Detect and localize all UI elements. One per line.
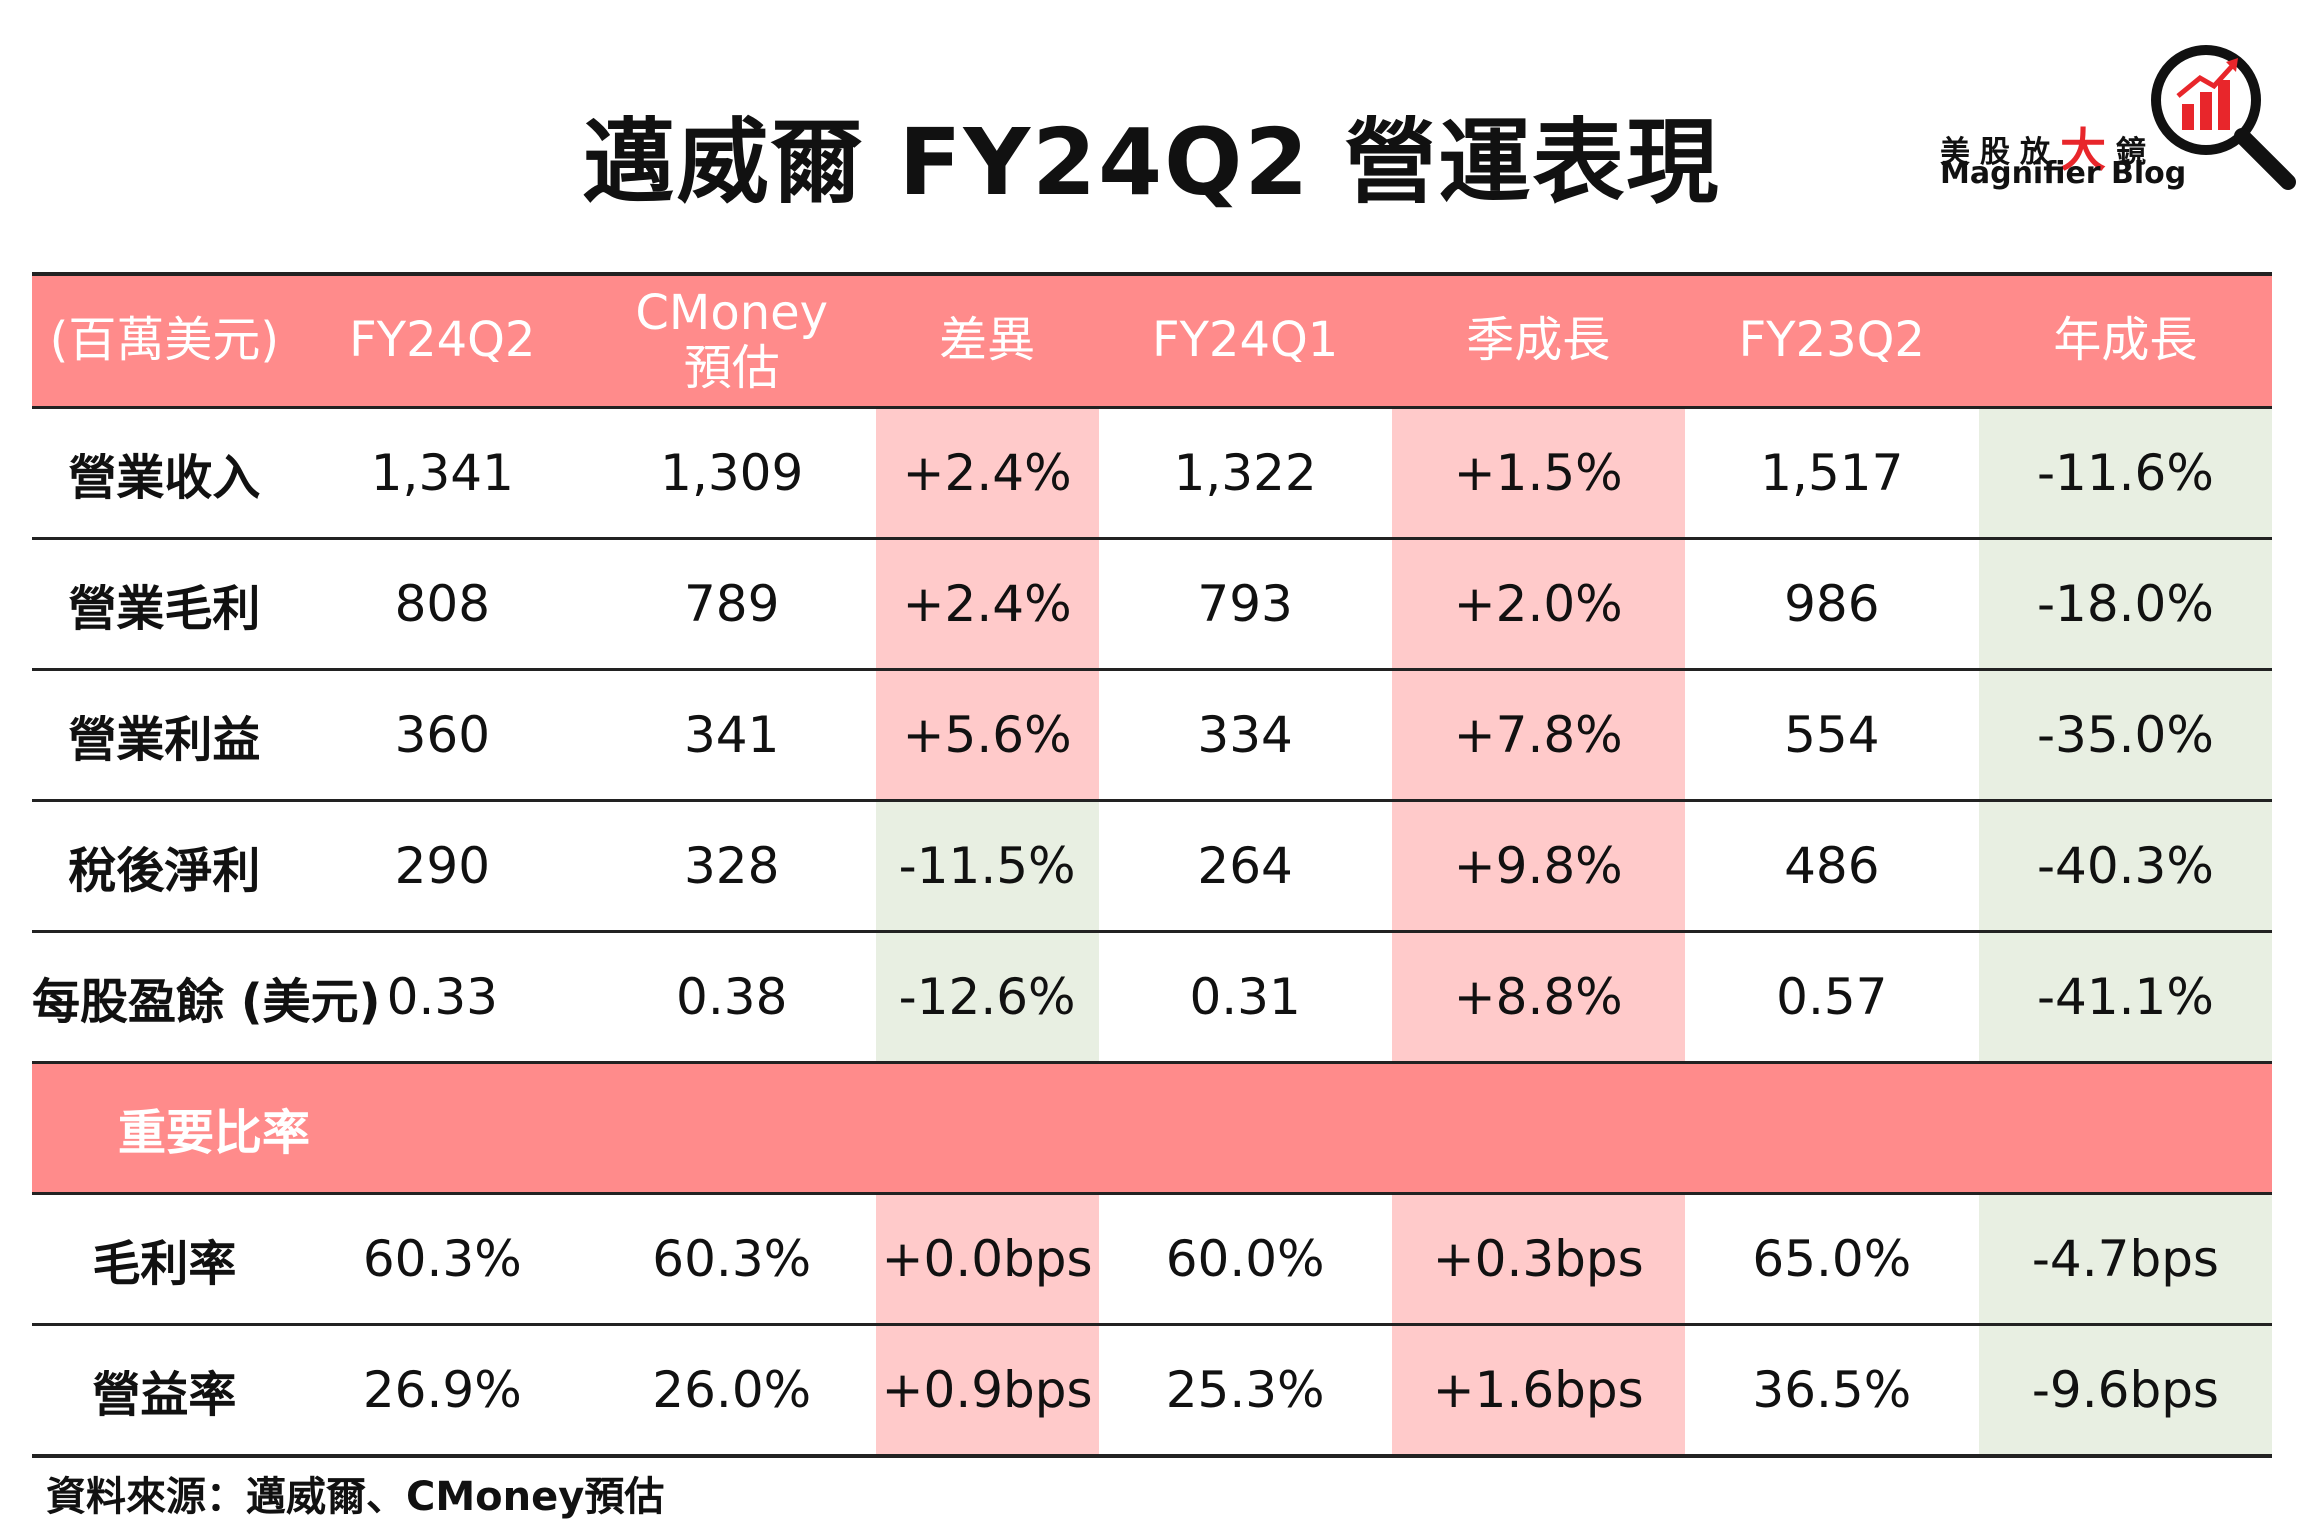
cell-value: 0.31 <box>1098 931 1392 1064</box>
cell-value: 1,517 <box>1684 407 1979 540</box>
table-row: 毛利率 60.3% 60.3% +0.0bps 60.0% +0.3bps 65… <box>32 1193 2272 1326</box>
page-title: 邁威爾 FY24Q2 營運表現 <box>582 109 1721 216</box>
row-label: 營業利益 <box>32 669 297 802</box>
cell-value: 1,341 <box>296 407 588 540</box>
row-label: 營益率 <box>32 1324 297 1458</box>
financial-table: (百萬美元) FY24Q2 CMoney 預估 差異 FY24Q1 季成長 FY2… <box>32 272 2272 1458</box>
cell-qoq: +8.8% <box>1391 931 1685 1064</box>
table-row: 營業收入 1,341 1,309 +2.4% 1,322 +1.5% 1,517… <box>32 407 2272 540</box>
cell-value: 486 <box>1684 800 1979 933</box>
cell-value: 334 <box>1098 669 1392 802</box>
header-fy24q1: FY24Q1 <box>1098 272 1392 409</box>
row-label: 營業收入 <box>32 407 297 540</box>
cell-value: 290 <box>296 800 588 933</box>
cell-value: 360 <box>296 669 588 802</box>
cell-yoy: -41.1% <box>1978 931 2272 1064</box>
cell-yoy: -4.7bps <box>1978 1193 2272 1326</box>
magnifier-chart-icon <box>2151 45 2296 190</box>
cell-value: 1,309 <box>587 407 876 540</box>
table-row: 營業毛利 808 789 +2.4% 793 +2.0% 986 -18.0% <box>32 538 2272 671</box>
cell-diff: +5.6% <box>875 669 1099 802</box>
cell-diff: +2.4% <box>875 407 1099 540</box>
section-header-row: 重要比率 <box>32 1062 2272 1195</box>
cell-yoy: -9.6bps <box>1978 1324 2272 1458</box>
cell-value: 1,322 <box>1098 407 1392 540</box>
header-cmoney-estimate: CMoney 預估 <box>587 272 876 409</box>
header-fy24q2: FY24Q2 <box>296 272 588 409</box>
cell-value: 26.9% <box>296 1324 588 1458</box>
cell-value: 554 <box>1684 669 1979 802</box>
table-row: 每股盈餘 (美元) 0.33 0.38 -12.6% 0.31 +8.8% 0.… <box>32 931 2272 1064</box>
header-unit: (百萬美元) <box>32 272 297 409</box>
cell-qoq: +1.6bps <box>1391 1324 1685 1458</box>
header-qoq: 季成長 <box>1391 272 1685 409</box>
cell-value: 808 <box>296 538 588 671</box>
cell-value: 341 <box>587 669 876 802</box>
cell-value: 65.0% <box>1684 1193 1979 1326</box>
row-label: 稅後淨利 <box>32 800 297 933</box>
header-yoy: 年成長 <box>1978 272 2272 409</box>
cell-yoy: -11.6% <box>1978 407 2272 540</box>
cell-diff: +0.9bps <box>875 1324 1099 1458</box>
row-label: 毛利率 <box>32 1193 297 1326</box>
cell-value: 60.3% <box>296 1193 588 1326</box>
header-diff: 差異 <box>875 272 1099 409</box>
cell-value: 26.0% <box>587 1324 876 1458</box>
cell-value: 789 <box>587 538 876 671</box>
logo-chinese-text: 美股放大鏡 <box>1940 123 2156 177</box>
section-label: 重要比率 <box>32 1062 2272 1195</box>
logo-english-text: Magnifier Blog <box>1940 156 2187 191</box>
table-row: 營益率 26.9% 26.0% +0.9bps 25.3% +1.6bps 36… <box>32 1324 2272 1458</box>
cell-value: 328 <box>587 800 876 933</box>
cell-diff: -11.5% <box>875 800 1099 933</box>
cell-value: 60.3% <box>587 1193 876 1326</box>
row-label: 每股盈餘 (美元) <box>32 931 381 1064</box>
cell-qoq: +1.5% <box>1391 407 1685 540</box>
table-row: 稅後淨利 290 328 -11.5% 264 +9.8% 486 -40.3% <box>32 800 2272 933</box>
cell-diff: +0.0bps <box>875 1193 1099 1326</box>
cell-diff: +2.4% <box>875 538 1099 671</box>
cell-value: 264 <box>1098 800 1392 933</box>
cell-value: 25.3% <box>1098 1324 1392 1458</box>
table-header-row: (百萬美元) FY24Q2 CMoney 預估 差異 FY24Q1 季成長 FY2… <box>32 272 2272 409</box>
cell-value: 793 <box>1098 538 1392 671</box>
cell-yoy: -35.0% <box>1978 669 2272 802</box>
cell-qoq: +9.8% <box>1391 800 1685 933</box>
cell-value: 36.5% <box>1684 1324 1979 1458</box>
cell-qoq: +0.3bps <box>1391 1193 1685 1326</box>
header-fy23q2: FY23Q2 <box>1684 272 1979 409</box>
cell-value: 0.57 <box>1684 931 1979 1064</box>
cell-yoy: -40.3% <box>1978 800 2272 933</box>
cell-yoy: -18.0% <box>1978 538 2272 671</box>
brand-logo: 美股放大鏡 Magnifier Blog <box>1940 38 2300 198</box>
cell-value: 0.38 <box>587 931 876 1064</box>
cell-qoq: +7.8% <box>1391 669 1685 802</box>
cell-qoq: +2.0% <box>1391 538 1685 671</box>
cell-diff: -12.6% <box>875 931 1099 1064</box>
cell-value: 986 <box>1684 538 1979 671</box>
cell-value: 0.33 <box>296 931 588 1064</box>
table-row: 營業利益 360 341 +5.6% 334 +7.8% 554 -35.0% <box>32 669 2272 802</box>
cell-value: 60.0% <box>1098 1193 1392 1326</box>
row-label: 營業毛利 <box>32 538 297 671</box>
source-note: 資料來源：邁威爾、CMoney預估 <box>46 1474 665 1520</box>
